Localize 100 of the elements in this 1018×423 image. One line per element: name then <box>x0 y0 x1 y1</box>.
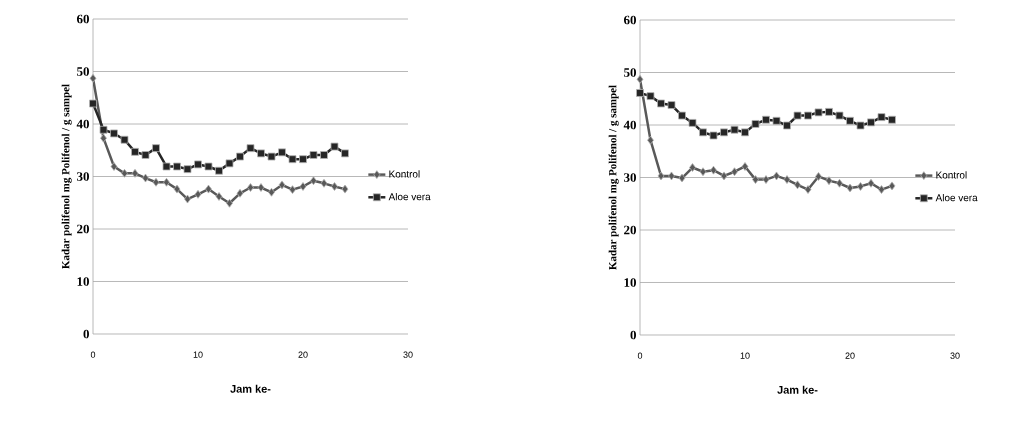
point <box>689 163 696 172</box>
point <box>142 173 149 183</box>
point <box>772 116 781 125</box>
point <box>278 180 286 190</box>
point <box>783 121 791 130</box>
y-tick-label: 10 <box>77 277 89 286</box>
point <box>657 171 665 181</box>
point <box>225 159 234 168</box>
point <box>699 167 707 177</box>
legend-label: Aloe vera <box>935 193 978 202</box>
point <box>131 168 139 178</box>
point <box>804 185 812 194</box>
x-tick-label: 30 <box>403 351 413 358</box>
y-axis-title: Kadar polifenol mg Polifenol / g sampel <box>61 84 72 269</box>
point <box>741 128 749 137</box>
point <box>331 182 338 191</box>
point <box>100 133 107 143</box>
point <box>194 189 202 199</box>
y-tick-label: 60 <box>76 14 89 24</box>
point <box>173 184 181 194</box>
point <box>131 147 139 156</box>
point <box>888 115 896 124</box>
point <box>730 125 739 134</box>
point <box>299 182 307 191</box>
point <box>857 182 864 191</box>
point <box>657 99 665 108</box>
point <box>89 73 97 83</box>
point <box>667 101 676 109</box>
point <box>720 128 728 137</box>
point <box>668 171 675 181</box>
y-tick-label: 50 <box>77 67 89 76</box>
legend-label: Kontrol <box>936 171 967 179</box>
point <box>183 165 192 174</box>
point <box>236 152 244 161</box>
point <box>709 131 718 140</box>
point <box>162 162 171 171</box>
point <box>163 177 170 187</box>
x-tick-label: 20 <box>298 351 308 358</box>
x-tick-label: 20 <box>845 352 855 359</box>
point <box>89 99 97 108</box>
point <box>699 128 707 137</box>
point <box>867 118 875 127</box>
y-tick-label: 0 <box>83 329 89 339</box>
point <box>120 135 129 144</box>
point <box>110 162 118 171</box>
point <box>688 119 697 127</box>
point <box>804 111 812 120</box>
legend-label: Aloe vera <box>388 192 431 201</box>
point <box>110 129 118 138</box>
point <box>152 144 160 153</box>
x-tick-label: 30 <box>950 352 960 359</box>
point <box>856 121 865 130</box>
point <box>268 187 275 197</box>
point <box>783 175 791 184</box>
point <box>814 108 823 117</box>
point <box>173 162 181 171</box>
point <box>636 89 644 97</box>
x-tick-label: 0 <box>90 351 96 358</box>
point <box>341 149 349 158</box>
point <box>288 155 297 164</box>
point <box>793 111 802 120</box>
x-tick-label: 0 <box>637 352 643 359</box>
y-tick-label: 20 <box>624 225 636 235</box>
point <box>752 175 759 184</box>
point <box>878 185 885 194</box>
point <box>309 151 318 159</box>
point <box>215 166 223 175</box>
point <box>678 111 686 120</box>
point <box>257 149 265 158</box>
x-tick-label: 10 <box>193 351 203 358</box>
point <box>636 74 644 84</box>
point <box>762 175 770 184</box>
point <box>762 115 770 124</box>
point <box>215 192 223 201</box>
point <box>678 173 686 183</box>
point <box>257 183 265 192</box>
point <box>289 185 296 195</box>
point <box>825 176 833 186</box>
point <box>226 198 233 208</box>
point <box>99 125 108 134</box>
y-tick-label: 30 <box>624 173 636 182</box>
point <box>794 180 801 190</box>
point <box>141 151 150 159</box>
point <box>278 148 286 157</box>
point <box>731 167 738 177</box>
point <box>194 160 202 169</box>
y-tick-label: 10 <box>624 278 636 287</box>
point <box>341 184 349 194</box>
point <box>236 188 244 198</box>
point <box>815 172 822 181</box>
point <box>330 142 339 151</box>
point <box>310 176 317 186</box>
y-tick-label: 0 <box>630 330 636 340</box>
point <box>836 178 843 188</box>
point <box>835 111 844 120</box>
point <box>825 107 833 116</box>
point <box>204 162 213 171</box>
point <box>299 155 307 164</box>
x-axis-title: Jam ke- <box>230 384 271 393</box>
point <box>710 165 717 175</box>
